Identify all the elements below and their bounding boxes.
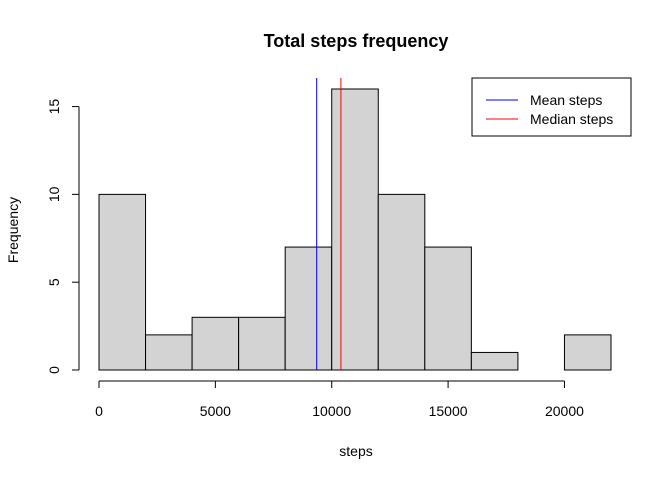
histogram-bar-6 bbox=[377, 193, 426, 371]
y-tick-label-3: 15 bbox=[46, 99, 62, 115]
histogram-bar-8 bbox=[470, 351, 519, 371]
reference-lines bbox=[316, 78, 342, 370]
legend-box bbox=[471, 77, 632, 137]
x-tick-label-3: 15000 bbox=[429, 403, 468, 419]
histogram-bar-4 bbox=[284, 246, 333, 371]
x-tick-label-4: 20000 bbox=[545, 403, 584, 419]
x-axis: 0 5000 10000 15000 20000 bbox=[95, 380, 584, 419]
x-axis-label: steps bbox=[339, 443, 372, 459]
histogram-bar-5 bbox=[331, 88, 379, 371]
histogram-bar-0 bbox=[98, 193, 147, 371]
legend-label-0: Mean steps bbox=[530, 92, 602, 108]
histogram-bar-1 bbox=[145, 334, 193, 371]
histogram-bar-2 bbox=[191, 316, 240, 371]
y-tick-label-2: 10 bbox=[46, 186, 62, 202]
chart-title: Total steps frequency bbox=[264, 31, 449, 51]
y-axis: 0 5 10 15 bbox=[46, 99, 80, 374]
legend-label-1: Median steps bbox=[530, 111, 613, 127]
histogram-bars bbox=[98, 88, 612, 371]
x-tick-label-0: 0 bbox=[95, 403, 103, 419]
y-tick-label-0: 0 bbox=[46, 366, 62, 374]
legend: Mean steps Median steps bbox=[471, 77, 632, 137]
histogram-bar-3 bbox=[238, 316, 286, 371]
histogram-bar-7 bbox=[424, 246, 472, 371]
x-tick-label-1: 5000 bbox=[200, 403, 231, 419]
y-tick-label-1: 5 bbox=[46, 278, 62, 286]
x-tick-label-2: 10000 bbox=[312, 403, 351, 419]
histogram-bar-10 bbox=[563, 334, 612, 371]
y-axis-label: Frequency bbox=[5, 197, 21, 263]
